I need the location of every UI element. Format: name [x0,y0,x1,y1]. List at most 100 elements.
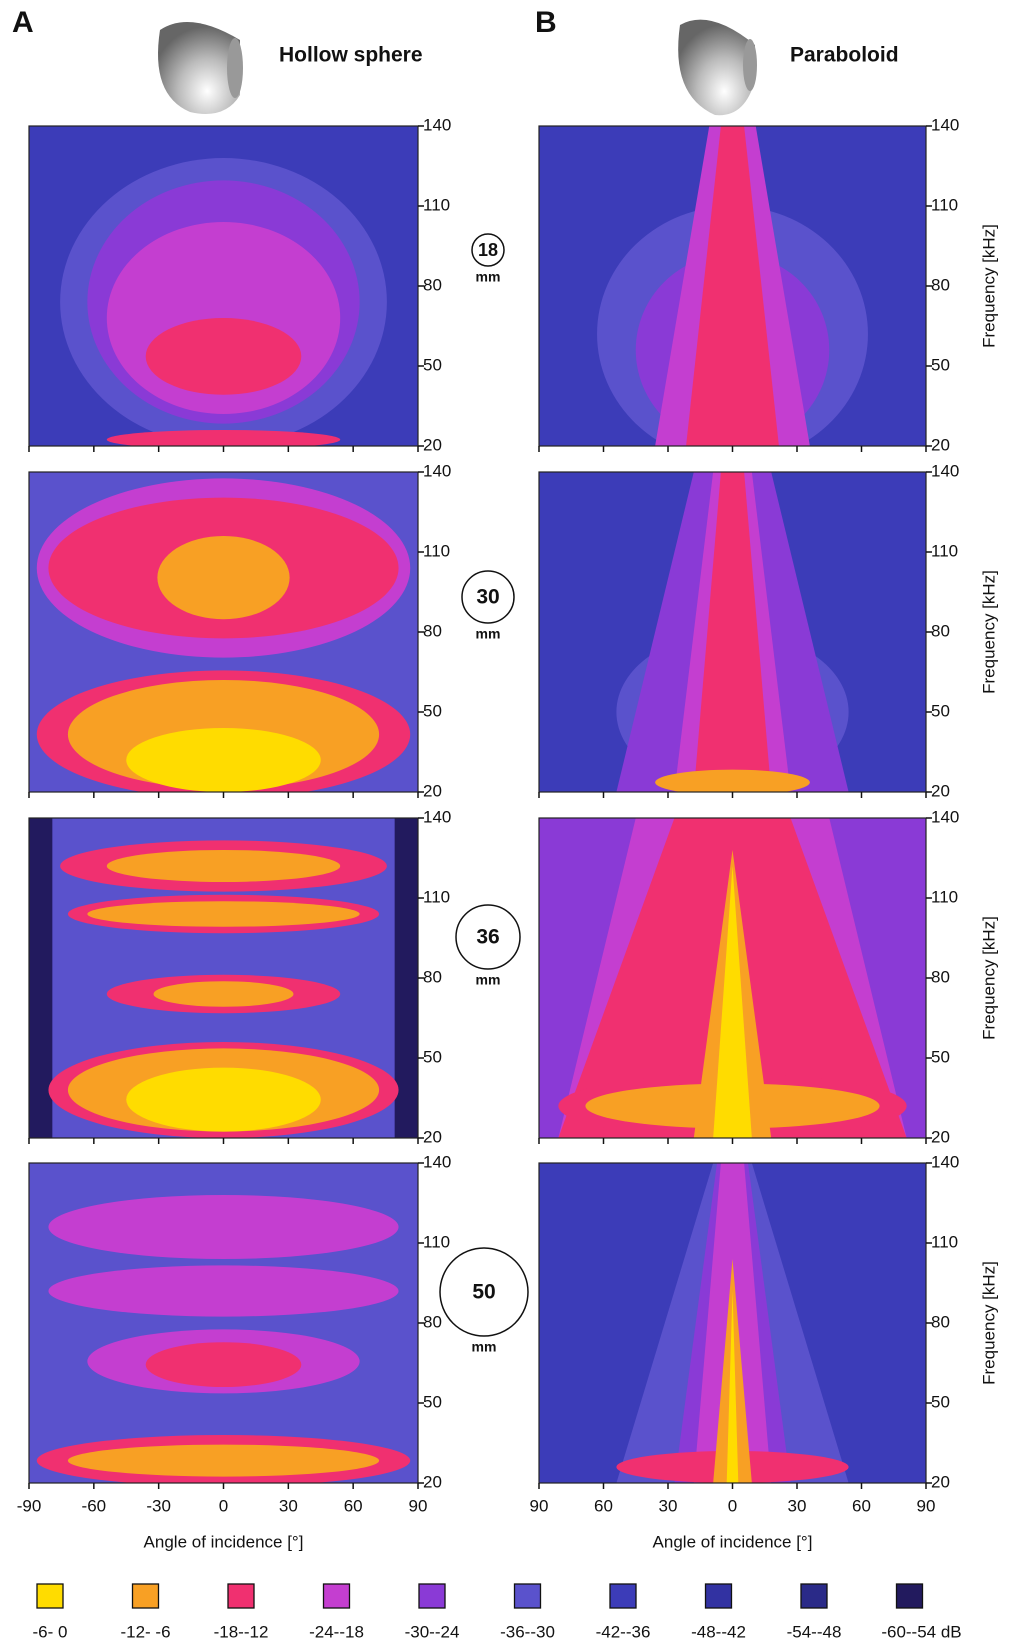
legend-swatch [418,1583,446,1609]
size-value: 30 [476,586,499,609]
legend-swatch [322,1583,351,1609]
contour-blob [655,769,810,792]
sphere-rim [227,38,243,98]
contour-map [29,1163,418,1483]
contour-map [539,818,926,1138]
y-tick-label: 110 [931,541,958,560]
contour-blob [106,850,341,882]
contour-blob [87,901,360,927]
contour-map [29,472,418,792]
x-tick-label: 0 [219,1496,228,1515]
y-tick-label: 20 [423,435,442,454]
size-circle [439,1247,529,1337]
y-tick-label: 80 [931,275,950,294]
x-tick-label: 30 [279,1496,298,1515]
legend-swatch [513,1583,542,1609]
contour-wedge [693,472,772,792]
x-tick-label: 90 [530,1496,549,1515]
y-tick-label: 140 [931,461,959,480]
contour-blob [67,1444,380,1477]
size-unit: mm [476,626,501,642]
y-tick-label: 140 [423,461,451,480]
y-tick-label: 80 [931,621,950,640]
legend-swatch [131,1583,160,1609]
y-axis-label: Frequency [kHz] [979,570,998,694]
legend-swatch [609,1583,637,1609]
x-tick-label: 90 [409,1496,428,1515]
y-tick-label: 20 [423,1472,442,1491]
legend-label: -18--12 [214,1622,269,1641]
y-tick-label: 80 [423,1312,442,1331]
y-tick-label: 50 [931,701,950,720]
legend-label: -36--30 [500,1622,555,1641]
size-circle [455,904,521,970]
x-tick-label: -60 [82,1496,107,1515]
x-tick-label: 60 [594,1496,613,1515]
legend-label: -12- -6 [120,1622,170,1641]
y-tick-label: 110 [931,1232,958,1251]
panel-title: Hollow sphere [279,44,423,67]
y-tick-label: 50 [423,701,442,720]
contour-wedge [726,1291,739,1483]
y-tick-label: 140 [423,807,451,826]
contour-blob [157,536,290,620]
contour-blob [153,981,294,1007]
legend-label: -54--48 [787,1622,842,1641]
size-unit: mm [476,269,501,285]
legend-swatch [895,1583,924,1609]
contour-wedge [686,126,779,446]
y-tick-label: 140 [931,115,959,134]
x-tick-label: 30 [788,1496,807,1515]
contour-wedge [713,866,752,1138]
y-tick-label: 50 [931,1047,950,1066]
contour-blob [145,1342,302,1387]
y-tick-label: 20 [423,781,442,800]
legend-label: -48--42 [691,1622,746,1641]
y-axis-label: Frequency [kHz] [979,1261,998,1385]
x-tick-label: -90 [17,1496,42,1515]
legend-label: -30--24 [405,1622,460,1641]
y-tick-label: 110 [423,195,450,214]
y-tick-label: 140 [423,1152,451,1171]
contour-map [539,472,926,792]
y-tick-label: 110 [931,887,958,906]
size-value: 18 [478,240,498,260]
contour-blob [126,728,321,792]
legend-swatch [800,1583,828,1609]
x-tick-label: -30 [146,1496,171,1515]
x-tick-label: 30 [659,1496,678,1515]
y-tick-label: 20 [931,781,950,800]
panel-letter: A [12,6,34,39]
contour-blob [145,318,302,395]
sphere-icon [158,22,240,114]
y-tick-label: 50 [423,1392,442,1411]
legend-swatch [704,1583,733,1609]
contour-map [29,126,418,446]
y-tick-label: 80 [423,275,442,294]
contour-blob [48,1265,399,1317]
y-tick-label: 80 [931,1312,950,1331]
y-tick-label: 20 [931,1472,950,1491]
y-tick-label: 80 [931,967,950,986]
size-circle [461,570,515,624]
y-tick-label: 20 [931,1127,950,1146]
y-axis-label: Frequency [kHz] [979,224,998,348]
y-tick-label: 50 [931,1392,950,1411]
y-tick-label: 50 [423,355,442,374]
x-tick-label: 90 [917,1496,936,1515]
y-tick-label: 80 [423,621,442,640]
x-axis-label: Angle of incidence [°] [144,1532,304,1551]
y-tick-label: 110 [423,887,450,906]
legend-swatch [227,1583,255,1609]
size-unit: mm [476,972,501,988]
y-tick-label: 80 [423,967,442,986]
legend-label: -42--36 [596,1622,651,1641]
contour-blob [48,1195,399,1259]
panel-letter: B [535,6,557,39]
y-tick-label: 20 [931,435,950,454]
x-tick-label: 60 [852,1496,871,1515]
y-tick-label: 20 [423,1127,442,1146]
contour-map [539,1163,926,1483]
y-tick-label: 50 [423,1047,442,1066]
size-value: 50 [472,1281,495,1304]
